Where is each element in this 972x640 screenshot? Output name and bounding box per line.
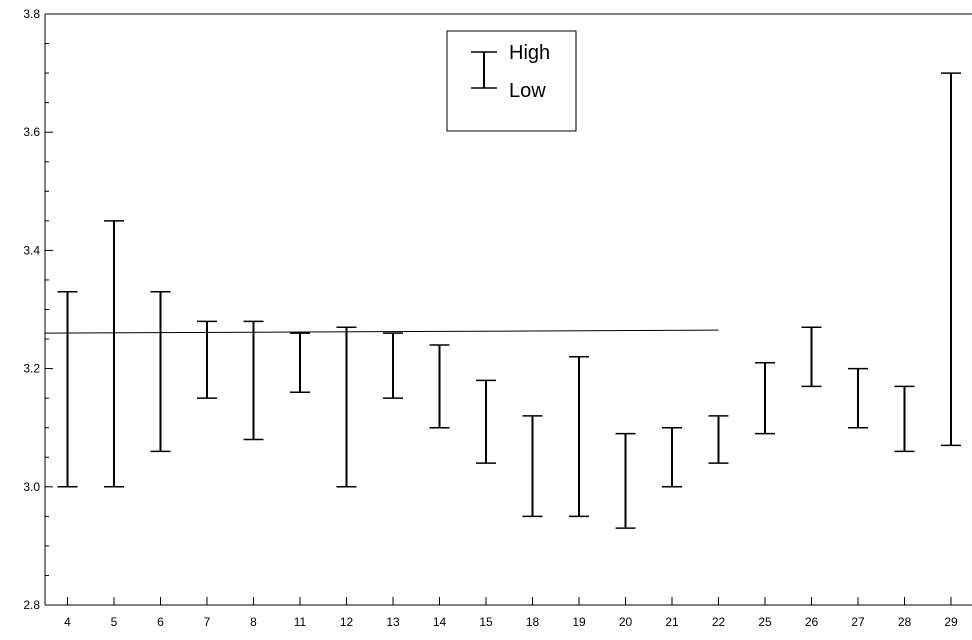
x-tick-label: 14 [433, 615, 447, 629]
y-tick-label: 3.6 [23, 125, 40, 139]
x-tick-label: 27 [851, 615, 865, 629]
x-tick-label: 15 [479, 615, 493, 629]
y-tick-label: 3.2 [23, 362, 40, 376]
x-tick-label: 28 [898, 615, 912, 629]
y-tick-label: 3.4 [23, 243, 40, 257]
x-tick-label: 22 [712, 615, 726, 629]
x-tick-label: 25 [758, 615, 772, 629]
x-tick-label: 21 [665, 615, 679, 629]
x-tick-label: 26 [805, 615, 819, 629]
x-tick-label: 13 [386, 615, 400, 629]
legend-box [446, 30, 577, 132]
axes: 2.8 3.0 3.2 3.4 3.6 3.8 4 5 6 7 8 11 12 13 14 15 18 19 20 2… [23, 7, 972, 629]
x-tick-label: 7 [204, 615, 211, 629]
legend: High Low [446, 30, 577, 132]
x-tick-label: 20 [619, 615, 633, 629]
x-tick-label: 8 [250, 615, 257, 629]
x-tick-label: 5 [111, 615, 118, 629]
y-tick-label: 2.8 [23, 598, 40, 612]
hilo-bars [44, 72, 961, 529]
reference-line [44, 329, 719, 334]
legend-label-low: Low [509, 80, 546, 102]
y-tick-label: 3.8 [23, 7, 40, 21]
legend-label-high: High [509, 42, 550, 64]
x-tick-label: 18 [526, 615, 540, 629]
x-tick-label: 11 [294, 615, 307, 629]
x-tick-label: 19 [572, 615, 586, 629]
x-tick-label: 6 [157, 615, 164, 629]
x-tick-label: 12 [340, 615, 354, 629]
y-tick-label: 3.0 [23, 480, 40, 494]
x-tick-label: 4 [64, 615, 71, 629]
x-tick-label: 29 [944, 615, 958, 629]
